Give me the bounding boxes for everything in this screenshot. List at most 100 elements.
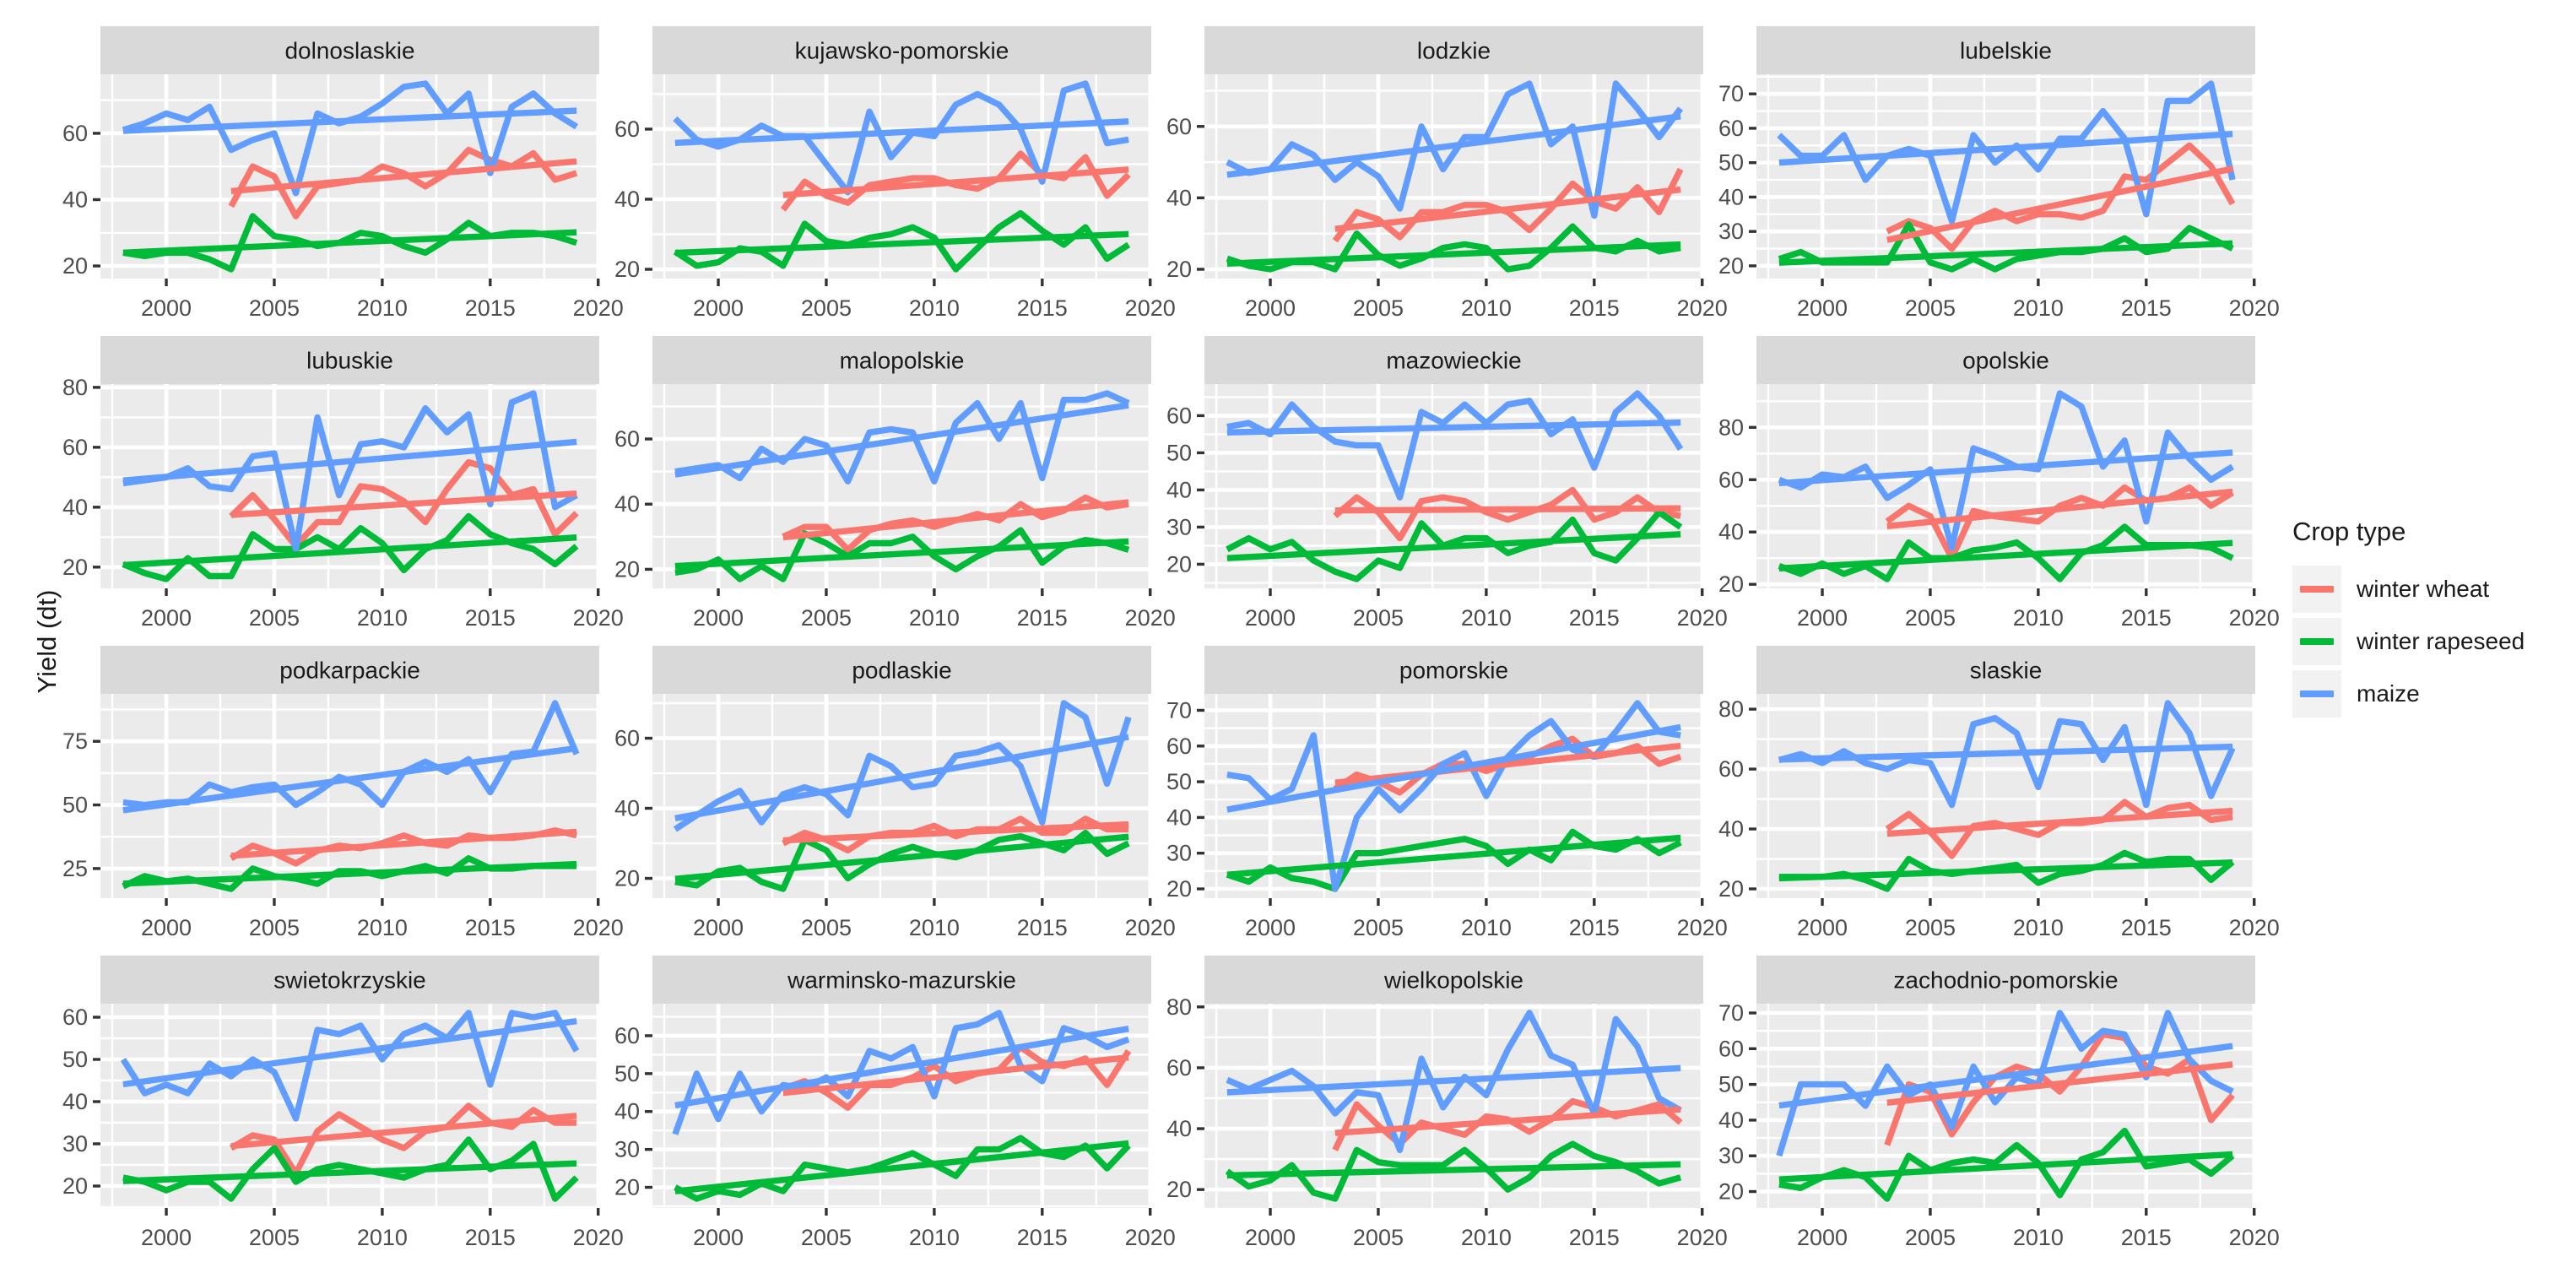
winter-wheat-line — [1886, 142, 2236, 252]
maize-line — [1226, 700, 1681, 892]
winter-wheat-trend-line — [782, 499, 1129, 541]
y-tick-label: 50 — [62, 793, 88, 818]
y-tick-label: 25 — [62, 856, 88, 881]
y-tick-label: 40 — [614, 491, 640, 517]
x-tick-label: 2005 — [1905, 915, 1956, 940]
facet-title: pomorskie — [1399, 658, 1508, 684]
x-tick-label: 2000 — [1245, 915, 1296, 940]
x-tick-label: 2010 — [2013, 295, 2064, 321]
x-tick-label: 2020 — [2229, 1225, 2280, 1250]
x-tick-label: 2000 — [1797, 295, 1848, 321]
winter-wheat-trend-line — [230, 490, 577, 518]
winter-rapeseed-trend-line — [674, 538, 1129, 570]
winter-wheat-line-icon — [2300, 586, 2334, 593]
winter-rapeseed-line — [122, 512, 579, 582]
winter-rapeseed-trend-line — [1778, 240, 2233, 266]
maize-line — [1778, 390, 2235, 551]
winter-rapeseed-trend-line — [674, 230, 1129, 257]
x-tick-label: 2015 — [2121, 1225, 2172, 1250]
x-tick-label: 2010 — [2013, 1225, 2064, 1250]
x-tick-label: 2010 — [357, 915, 408, 940]
y-tick-label: 40 — [614, 1099, 640, 1124]
winter-wheat-trend-line — [230, 158, 577, 195]
x-tick-label: 2000 — [1245, 295, 1296, 321]
maize-trend-line — [1778, 449, 2233, 486]
x-tick-label: 2010 — [1461, 295, 1512, 321]
facet-podkarpackie: podkarpackie 2000 2005 2010 2015 2020 25 50 75 — [62, 646, 624, 940]
y-tick-label: 60 — [1718, 756, 1744, 782]
maize-line-icon — [2300, 691, 2334, 697]
facet-title: opolskie — [1962, 348, 2049, 374]
facet-title: lubelskie — [1960, 38, 2052, 64]
x-tick-label: 2005 — [1353, 915, 1404, 940]
x-tick-label: 2005 — [1905, 1225, 1956, 1250]
y-tick-label: 20 — [614, 866, 640, 891]
x-tick-label: 2000 — [141, 605, 192, 631]
y-tick-label: 30 — [1718, 1143, 1744, 1168]
x-tick-label: 2020 — [1677, 295, 1728, 321]
y-tick-label: 75 — [62, 728, 88, 754]
y-tick-label: 20 — [614, 556, 640, 582]
x-tick-label: 2015 — [1017, 1225, 1068, 1250]
y-tick-label: 60 — [614, 116, 640, 142]
x-tick-label: 2010 — [1461, 1225, 1512, 1250]
x-tick-label: 2000 — [693, 915, 744, 940]
y-tick-label: 30 — [1166, 841, 1192, 866]
y-tick-label: 20 — [62, 253, 88, 279]
winter-wheat-trend-line — [782, 1054, 1129, 1097]
y-tick-label: 50 — [62, 1047, 88, 1072]
legend-title: Crop type — [2292, 517, 2406, 546]
legend-item-maize: maize — [2292, 670, 2576, 718]
x-tick-label: 2010 — [1461, 915, 1512, 940]
x-tick-label: 2015 — [2121, 915, 2172, 940]
x-tick-label: 2005 — [249, 1225, 300, 1250]
x-tick-label: 2005 — [249, 605, 300, 631]
y-tick-label: 50 — [1166, 769, 1192, 794]
maize-trend-line — [674, 1026, 1129, 1109]
x-tick-label: 2015 — [2121, 605, 2172, 631]
y-tick-label: 70 — [1718, 1000, 1744, 1026]
x-tick-label: 2005 — [1353, 605, 1404, 631]
facet-title: zachodnio-pomorskie — [1893, 967, 2118, 994]
facet-title: dolnoslaskie — [284, 38, 414, 64]
y-tick-label: 50 — [1718, 150, 1744, 176]
maize-line — [1226, 80, 1684, 219]
maize-trend-line — [674, 734, 1129, 822]
y-tick-label: 20 — [1166, 1177, 1192, 1202]
winter-rapeseed-line-icon — [2300, 638, 2334, 645]
winter-rapeseed-trend-line — [674, 1140, 1129, 1194]
maize-trend-line — [122, 1017, 577, 1088]
x-tick-label: 2010 — [2013, 605, 2064, 631]
x-tick-label: 2005 — [801, 295, 852, 321]
legend-label-winter-rapeseed: winter rapeseed — [2357, 628, 2525, 654]
y-tick-label: 20 — [1166, 257, 1192, 282]
y-tick-label: 30 — [1166, 514, 1192, 539]
legend-key-maize — [2292, 670, 2341, 718]
y-tick-label: 40 — [1718, 184, 1744, 209]
maize-line — [120, 1010, 580, 1122]
x-tick-label: 2020 — [573, 295, 624, 321]
y-tick-label: 30 — [62, 1131, 88, 1156]
y-tick-label: 40 — [1166, 1116, 1192, 1141]
x-tick-label: 2000 — [693, 295, 744, 321]
y-tick-label: 40 — [1166, 804, 1192, 830]
x-tick-label: 2020 — [1125, 605, 1176, 631]
winter-rapeseed-trend-line — [122, 229, 577, 256]
winter-rapeseed-trend-line — [1778, 539, 2233, 571]
x-tick-label: 2015 — [465, 295, 516, 321]
maize-trend-line — [122, 107, 577, 134]
winter-rapeseed-trend-line — [122, 860, 577, 887]
x-tick-label: 2020 — [573, 1225, 624, 1250]
maize-trend-line — [1778, 131, 2233, 166]
y-tick-label: 40 — [62, 187, 88, 213]
winter-wheat-trend-line — [1334, 186, 1681, 232]
x-tick-label: 2020 — [1125, 915, 1176, 940]
x-tick-label: 2005 — [801, 1225, 852, 1250]
